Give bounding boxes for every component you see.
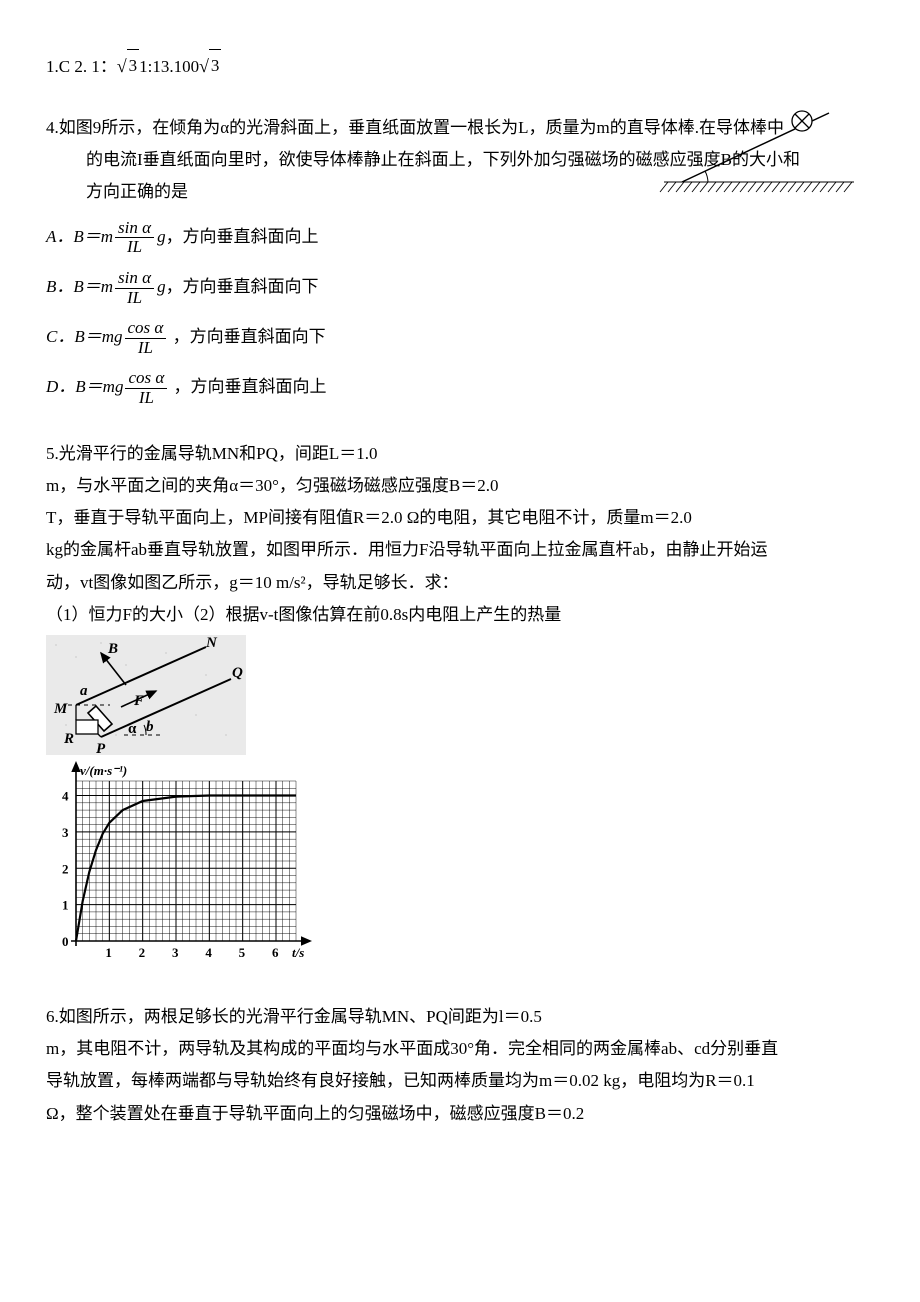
q4C-post: ，方向垂直斜面向下 xyxy=(168,327,325,346)
sqrt-1: 3 xyxy=(117,50,139,84)
svg-text:1: 1 xyxy=(105,945,112,960)
svg-text:4: 4 xyxy=(205,945,212,960)
q5-p2: m，与水平面之间的夹角α＝30°，匀强磁场磁感应强度B＝2.0 xyxy=(46,470,874,502)
q4C-frac: cos αIL xyxy=(125,319,167,357)
svg-text:2: 2 xyxy=(139,945,146,960)
lbl-P: P xyxy=(96,741,106,755)
svg-text:4: 4 xyxy=(62,789,69,804)
q4-choice-B: B．B＝msin αILg，方向垂直斜面向下 xyxy=(46,265,874,309)
lbl-R: R xyxy=(63,731,74,747)
vt-ylabel: v/(m·s⁻¹) xyxy=(80,763,127,778)
into-page-icon xyxy=(792,111,812,131)
q4B-post: ，方向垂直斜面向下 xyxy=(166,277,319,296)
incline-diagram xyxy=(654,106,864,196)
question-6: 6.如图所示，两根足够长的光滑平行金属导轨MN、PQ间距为l＝0.5 m，其电阻… xyxy=(46,1001,874,1130)
question-5: 5.光滑平行的金属导轨MN和PQ，间距L＝1.0 m，与水平面之间的夹角α＝30… xyxy=(46,438,874,983)
q5-p5: 动，vt图像如图乙所示，g＝10 m/s²，导轨足够长．求： xyxy=(46,567,874,599)
svg-text:5: 5 xyxy=(239,945,246,960)
q6-p1: 6.如图所示，两根足够长的光滑平行金属导轨MN、PQ间距为l＝0.5 xyxy=(46,1001,874,1033)
q4B-frac: sin αIL xyxy=(115,269,154,307)
q4A-pre: A．B＝m xyxy=(46,227,113,246)
lbl-b: b xyxy=(146,719,154,735)
q4B-pre: B．B＝m xyxy=(46,277,113,296)
svg-text:6: 6 xyxy=(272,945,279,960)
lbl-alpha: α xyxy=(128,721,137,737)
sqrt-2: 3 xyxy=(199,50,221,84)
lbl-M: M xyxy=(53,701,68,717)
answers-line: 1.C 2. 1：31:13.1003 xyxy=(46,50,874,84)
lbl-N: N xyxy=(205,635,218,651)
question-4: 4.如图9所示，在倾角为α的光滑斜面上，垂直纸面放置一根长为L，质量为m的直导体… xyxy=(46,112,874,410)
svg-text:3: 3 xyxy=(62,825,69,840)
q4-choice-C: C．B＝mgcos αIL ，方向垂直斜面向下 xyxy=(46,315,874,359)
vt-xlabel: t/s xyxy=(292,945,304,960)
lbl-F: F xyxy=(133,693,144,709)
q5-p6: （1）恒力F的大小（2）根据v-t图像估算在前0.8s内电阻上产生的热量 xyxy=(46,599,874,631)
q4-choice-A: A．B＝msin αILg，方向垂直斜面向上 xyxy=(46,215,874,259)
q4C-pre: C．B＝mg xyxy=(46,327,123,346)
q6-p3: 导轨放置，每棒两端都与导轨始终有良好接触，已知两棒质量均为m＝0.02 kg，电… xyxy=(46,1065,874,1097)
lbl-a: a xyxy=(80,683,88,699)
q5-p1: 5.光滑平行的金属导轨MN和PQ，间距L＝1.0 xyxy=(46,438,874,470)
q4A-frac: sin αIL xyxy=(115,219,154,257)
svg-text:0: 0 xyxy=(62,934,69,949)
q5-p4: kg的金属杆ab垂直导轨放置，如图甲所示．用恒力F沿导轨平面向上拉金属直杆ab，… xyxy=(46,534,874,566)
q6-p4: Ω，整个装置处在垂直于导轨平面向上的匀强磁场中，磁感应强度B＝0.2 xyxy=(46,1098,874,1130)
q6-p2: m，其电阻不计，两导轨及其构成的平面均与水平面成30°角．完全相同的两金属棒ab… xyxy=(46,1033,874,1065)
svg-text:2: 2 xyxy=(62,862,69,877)
q4D-frac: cos αIL xyxy=(125,369,167,407)
svg-text:3: 3 xyxy=(172,945,179,960)
q4D-pre: D．B＝mg xyxy=(46,377,123,396)
lbl-B: B xyxy=(107,641,118,657)
answers-mid: 1:13.100 xyxy=(139,57,199,76)
q4A-post: ，方向垂直斜面向上 xyxy=(166,227,319,246)
vt-graph: v/(m·s⁻¹) t/s 1 2 3 4 5 6 0 1 2 3 4 xyxy=(46,761,316,971)
svg-text:1: 1 xyxy=(62,898,69,913)
answers-prefix: 1.C 2. 1： xyxy=(46,57,117,76)
fig-jia: B N Q a F M R P b α xyxy=(46,635,246,755)
q4-choice-D: D．B＝mgcos αIL ，方向垂直斜面向上 xyxy=(46,365,874,409)
lbl-Q: Q xyxy=(232,665,243,681)
q5-p3: T，垂直于导轨平面向上，MP间接有阻值R＝2.0 Ω的电阻，其它电阻不计，质量m… xyxy=(46,502,874,534)
q4D-post: ，方向垂直斜面向上 xyxy=(169,377,326,396)
